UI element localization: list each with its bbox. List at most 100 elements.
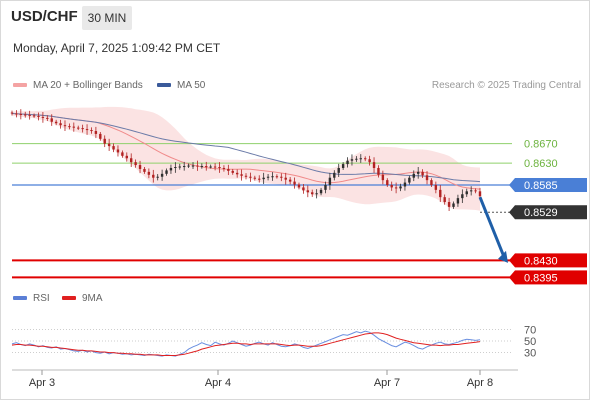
candle-body [430,180,433,186]
ma9-swatch [62,296,76,301]
candle-body [205,166,208,168]
candle-body [46,117,49,119]
candle-body [130,158,133,163]
legend-ma50: MA 50 [157,80,205,91]
level-tag [515,270,587,285]
candle-body [319,189,323,194]
rsi-tick-label: 50 [524,336,536,348]
candle-body [425,175,429,181]
candle-body [249,176,252,178]
candle-body [227,168,230,171]
candle-body [147,171,151,175]
candle-body [434,185,438,190]
candle-body [350,159,354,161]
candle-body [54,121,58,124]
candle-body [341,164,345,168]
candle-body [381,174,385,181]
candle-body [41,116,45,118]
level-tag [515,178,587,193]
candle-body [275,176,279,178]
x-tick-label: Apr 3 [29,377,55,389]
candle-body [311,192,314,195]
candle-body [412,173,415,178]
level-label: 0.8529 [524,207,558,219]
candle-body [439,189,442,198]
candle-body [368,159,371,163]
candle-body [253,177,257,179]
candle-body [218,167,221,169]
level-label: 0.8585 [524,180,558,192]
candle-body [209,166,212,168]
candle-body [112,146,115,150]
level-label-0.8670: 0.8670 [524,139,558,151]
legend-rsi: RSI [13,293,50,304]
candle-body [478,191,482,197]
candle-body [116,149,120,153]
candle-body [94,131,98,134]
candle-body [63,125,67,127]
candle-body [258,178,261,180]
symbol-title: USD/CHF [11,8,78,25]
candle-body [103,138,106,144]
rsi-swatch [13,296,27,301]
bollinger-band [12,106,480,211]
candle-body [465,191,468,195]
candle-body [293,181,296,185]
legend-9ma: 9MA [62,293,103,304]
candle-body [99,133,102,139]
candle-body [408,177,411,183]
level-tag-pointer [509,253,515,268]
candle-body [390,185,393,188]
candle-body [461,194,464,199]
candle-body [447,202,451,207]
candle-body [200,166,204,168]
forecast-arrow-head [498,250,508,263]
candle-body [68,126,71,128]
candle-body [231,170,234,173]
candle-body [469,190,473,192]
candle-body [235,172,239,175]
candle-body [306,190,310,193]
candle-body [152,174,155,178]
candle-body [187,165,190,167]
candle-body [125,155,128,159]
candle-body [143,168,146,172]
candle-body [386,180,389,186]
candle-body [315,193,318,195]
candle-body [138,165,142,169]
candle-body [394,187,398,189]
candle-body [24,114,27,116]
rsi-label: RSI [33,293,50,304]
chart-header: USD/CHF 30 MIN [0,0,590,36]
candle-body [10,112,14,114]
candle-body [59,123,62,126]
candle-body [165,170,168,174]
candle-body [399,186,402,189]
candle-body [324,185,327,190]
candle-body [134,162,137,166]
candle-body [288,179,292,182]
candle-body [364,158,367,160]
level-label-0.8529: 0.8529 [509,205,587,220]
candle-body [456,198,460,204]
ma50-line [11,113,481,183]
candle-body [416,171,420,174]
candle-body [474,190,477,192]
resistance-label: 0.8630 [524,158,558,170]
candle-body [32,115,36,117]
candle-body [19,113,23,115]
level-tag-pointer [509,178,515,193]
candle-body [169,167,173,171]
timeframe-button[interactable]: 30 MIN [82,6,132,30]
chart-datetime: Monday, April 7, 2025 1:09:42 PM CET [13,41,221,55]
candle-body [359,158,362,160]
resistance-label: 0.8670 [524,139,558,151]
candle-body [50,118,53,122]
candle-body [244,175,248,177]
candle-body [333,172,336,178]
ma9-label: 9MA [82,293,103,304]
ma50-swatch [157,83,171,88]
level-label-0.8630: 0.8630 [524,158,558,170]
candle-body [213,166,217,168]
